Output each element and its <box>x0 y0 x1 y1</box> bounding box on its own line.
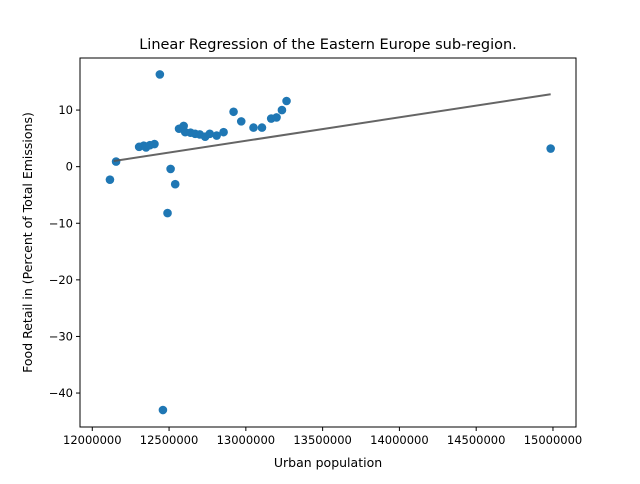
regression-line-layer <box>113 93 551 162</box>
axes-frame <box>79 57 577 428</box>
data-point <box>229 107 238 117</box>
data-point <box>249 123 258 132</box>
data-point <box>105 175 115 184</box>
data-point <box>205 129 215 139</box>
data-point <box>150 139 159 149</box>
data-point <box>282 96 291 106</box>
x-tick-label: 12000000 <box>63 433 122 447</box>
data-point <box>166 164 175 174</box>
x-tick-label: 13000000 <box>217 433 276 447</box>
data-point <box>170 179 180 189</box>
y-axis-ticks: −40 −30 −20 −10 0 10 <box>49 103 80 400</box>
data-point <box>212 131 221 140</box>
x-tick-label: 14500000 <box>447 433 506 447</box>
data-point <box>219 127 228 137</box>
y-tick-label: 0 <box>66 160 73 174</box>
y-tick-label: 10 <box>58 103 73 117</box>
data-point <box>277 105 287 115</box>
data-point <box>272 113 281 122</box>
y-tick-label: −10 <box>49 216 73 230</box>
x-tick-label: 13500000 <box>293 433 352 447</box>
x-tick-label: 12500000 <box>140 433 199 447</box>
x-tick-label: 15000000 <box>524 433 583 447</box>
x-axis-label: Urban population <box>274 455 382 470</box>
data-point <box>546 144 555 153</box>
x-axis-ticks: 12000000 12500000 13000000 13500000 14000000… <box>63 427 582 447</box>
y-tick-label: −30 <box>49 329 73 343</box>
chart-title: Linear Regression of the Eastern Europe … <box>139 37 517 53</box>
data-point <box>236 117 246 126</box>
data-point <box>257 123 267 132</box>
y-tick-label: −40 <box>49 386 73 400</box>
data-point <box>155 70 165 79</box>
y-tick-label: −20 <box>49 273 73 287</box>
x-tick-label: 14000000 <box>370 433 429 447</box>
data-point <box>158 405 168 415</box>
y-axis-label: Food Retail in (Percent of Total Emissio… <box>20 112 35 373</box>
data-points <box>105 70 555 415</box>
regression-line <box>113 93 551 162</box>
data-point <box>163 208 172 218</box>
